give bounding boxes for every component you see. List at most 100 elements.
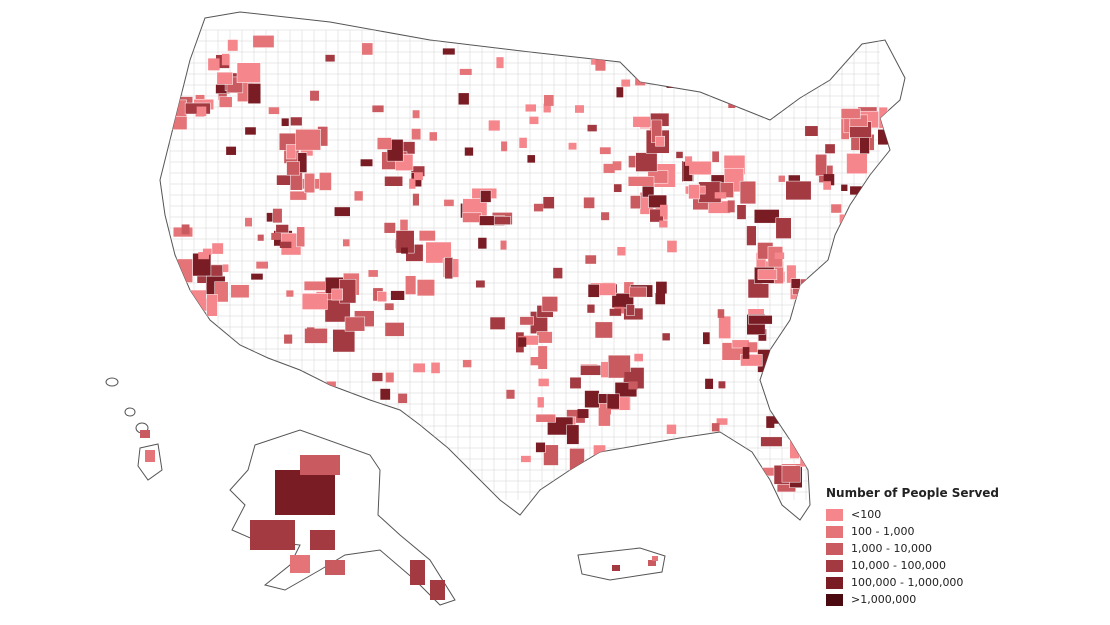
shaded-county — [809, 453, 821, 464]
shaded-county — [496, 57, 504, 69]
shaded-county — [609, 308, 622, 316]
shaded-county — [290, 117, 302, 126]
shaded-county — [272, 208, 283, 224]
shaded-county — [599, 147, 611, 155]
shaded-county — [716, 418, 728, 425]
shaded-county — [325, 560, 345, 575]
legend-label: 10,000 - 100,000 — [851, 559, 946, 572]
shaded-county — [459, 68, 472, 75]
shaded-county — [206, 294, 218, 317]
shaded-county — [416, 279, 435, 297]
shaded-county — [727, 200, 735, 213]
shaded-county — [831, 204, 842, 213]
shaded-county — [601, 212, 610, 221]
shaded-county — [368, 270, 378, 277]
shaded-county — [384, 322, 405, 337]
shaded-county — [310, 530, 335, 550]
shaded-county — [760, 436, 783, 447]
shaded-county — [301, 293, 328, 310]
shaded-county — [372, 372, 383, 382]
shaded-county — [493, 216, 511, 225]
shaded-county — [521, 455, 531, 463]
shaded-county — [832, 263, 844, 271]
shaded-county — [462, 212, 482, 223]
shaded-county — [784, 53, 793, 62]
shaded-county — [231, 403, 241, 416]
shaded-county — [230, 409, 237, 418]
shaded-county — [689, 160, 712, 176]
shaded-county — [398, 393, 408, 404]
shaded-county — [376, 137, 392, 150]
shaded-county — [214, 281, 229, 303]
legend-item: 100,000 - 1,000,000 — [826, 574, 1066, 591]
shaded-county — [530, 357, 540, 366]
shaded-county — [877, 129, 894, 146]
shaded-county — [275, 470, 335, 515]
shaded-county — [543, 444, 559, 466]
shaded-county — [823, 174, 835, 186]
shaded-county — [360, 159, 373, 167]
shaded-county — [442, 48, 455, 55]
shaded-county — [841, 184, 848, 192]
shaded-county — [380, 388, 391, 400]
shaded-county — [800, 455, 808, 467]
shaded-county — [753, 209, 780, 224]
shaded-county — [525, 104, 537, 112]
shaded-county — [326, 381, 336, 389]
shaded-county — [626, 304, 635, 316]
shaded-county — [384, 222, 396, 233]
shaded-county — [226, 146, 237, 155]
shaded-county — [632, 116, 654, 128]
shaded-county — [286, 161, 300, 176]
shaded-county — [519, 137, 527, 149]
shaded-county — [271, 232, 281, 240]
shaded-county — [833, 237, 846, 245]
shaded-county — [612, 161, 622, 171]
shaded-county — [252, 35, 275, 48]
shaded-county — [718, 381, 726, 389]
shaded-county — [405, 275, 417, 295]
shaded-county — [390, 290, 405, 301]
shaded-county — [518, 337, 527, 347]
shaded-county — [766, 416, 775, 428]
shaded-county — [385, 372, 394, 383]
shaded-county — [757, 269, 778, 280]
shaded-county — [181, 224, 190, 235]
shaded-county — [429, 132, 438, 141]
shaded-county — [629, 286, 647, 298]
shaded-county — [830, 474, 842, 487]
shaded-county — [635, 73, 646, 86]
shaded-county — [606, 393, 620, 410]
shaded-county — [584, 390, 600, 408]
shaded-county — [748, 60, 759, 69]
shaded-county — [714, 192, 727, 199]
shaded-county — [319, 172, 332, 191]
shaded-county — [412, 193, 420, 206]
shaded-county — [739, 180, 757, 205]
shaded-county — [331, 288, 343, 301]
legend-item: 100 - 1,000 — [826, 523, 1066, 540]
shaded-county — [612, 565, 620, 571]
shaded-county — [543, 196, 555, 209]
shaded-county — [568, 142, 577, 150]
shaded-county — [702, 332, 710, 345]
shaded-county — [635, 152, 658, 172]
legend-item: 1,000 - 10,000 — [826, 540, 1066, 557]
shaded-county — [245, 217, 253, 227]
shaded-county — [659, 220, 668, 228]
legend-item: 10,000 - 100,000 — [826, 557, 1066, 574]
shaded-county — [583, 197, 595, 209]
shaded-county — [823, 181, 831, 190]
shaded-county — [587, 284, 600, 298]
shaded-county — [447, 479, 456, 488]
shaded-county — [168, 116, 188, 130]
shaded-county — [384, 176, 403, 187]
shaded-county — [825, 144, 835, 154]
shaded-county — [279, 241, 292, 249]
shaded-county — [585, 255, 597, 264]
shaded-county — [785, 180, 812, 201]
shaded-county — [413, 363, 426, 373]
map-legend: Number of People Served <100 100 - 1,000 1… — [826, 486, 1066, 608]
shaded-county — [790, 278, 801, 289]
hawaii-islands — [105, 377, 163, 481]
